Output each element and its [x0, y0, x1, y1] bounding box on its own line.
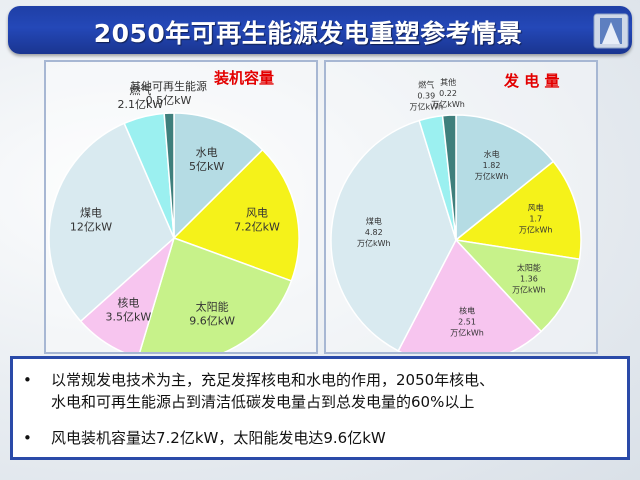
pie-chart-generation: 水电1.82万亿kWh风电1.7万亿kWh太阳能1.36万亿kWh核电2.51万…	[330, 77, 582, 352]
pie-slice-0	[173, 112, 264, 240]
pie-slice-2	[139, 237, 293, 352]
bullet-text-line: 水电和可再生能源占到清洁低碳发电量占到总发电量的60%以上	[51, 393, 475, 411]
slice-name-label: 太阳能	[196, 300, 229, 314]
slice-name-label: 太阳能	[517, 262, 541, 272]
pie-slice-0	[455, 114, 555, 242]
pie-slice-2	[453, 238, 581, 333]
slice-unit-label: 万亿kWh	[519, 224, 553, 234]
bullet-text-line: 以常规发电技术为主，充足发挥核电和水电的作用，2050年核电、	[51, 371, 495, 389]
slice-value-label: 2.1亿kW	[118, 98, 164, 111]
slice-unit-label: 万亿kWh	[512, 284, 546, 294]
slice-value-label: 5亿kW	[189, 160, 224, 173]
slice-name-label: 水电	[484, 149, 500, 159]
chart-title-capacity: 装机容量	[214, 69, 275, 87]
chart-title-generation: 发 电 量	[504, 72, 560, 90]
logo-badge-icon	[593, 13, 629, 49]
slice-value-label: 1.36	[520, 274, 538, 283]
title-bar: 2050年可再生能源发电重塑参考情景	[8, 6, 632, 54]
slice-name-label: 其他可再生能源	[130, 79, 207, 93]
slice-unit-label: 万亿kWh	[431, 99, 465, 109]
slice-name-label: 水电	[196, 146, 218, 159]
summary-box: • 以常规发电技术为主，充足发挥核电和水电的作用，2050年核电、 水电和可再生…	[10, 356, 630, 460]
pie-slice-6	[163, 112, 175, 239]
bullet-item-2: • 风电装机容量达7.2亿kW，太阳能发电达9.6亿kW	[23, 427, 623, 449]
slice-unit-label: 万亿kWh	[357, 238, 391, 248]
slice-name-label: 煤电	[80, 206, 102, 219]
slice-value-label: 12亿kW	[70, 220, 112, 233]
slice-value-label: 1.7	[529, 214, 542, 223]
pie-slice-1	[172, 148, 300, 282]
slice-name-label: 燃气	[418, 80, 434, 90]
slice-unit-label: 万亿kWh	[450, 327, 484, 337]
slice-value-label: 1.82	[483, 161, 501, 170]
slice-value-label: 4.82	[365, 228, 383, 237]
bullet-marker: •	[23, 371, 32, 389]
slice-name-label: 其他	[440, 77, 456, 87]
slice-value-label: 0.5亿kW	[146, 94, 192, 107]
bullet-text-line: 风电装机容量达7.2亿kW，太阳能发电达9.6亿kW	[51, 429, 386, 447]
pie-slice-1	[454, 160, 582, 261]
slice-value-label: 0.39	[417, 92, 435, 101]
bullet-marker: •	[23, 429, 32, 447]
slice-value-label: 0.22	[439, 89, 457, 98]
slice-name-label: 核电	[117, 295, 139, 309]
chart-panel-generation: 发 电 量 水电 1.82 万亿kWh 风电 1.7 万亿kWh 太阳能 1.36 万亿kWh 核…	[324, 60, 598, 354]
slice-name-label: 燃气	[129, 83, 151, 97]
bullet-item-1: • 以常规发电技术为主，充足发挥核电和水电的作用，2050年核电、 水电和可再生…	[23, 369, 623, 413]
slice-unit-label: 万亿kWh	[409, 102, 443, 112]
pie-slice-3	[397, 238, 543, 352]
slice-name-label: 风电	[528, 202, 544, 212]
slice-value-label: 2.51	[458, 317, 476, 326]
pie-slice-6	[441, 114, 457, 241]
slice-value-label: 7.2亿kW	[234, 220, 280, 233]
slide-title: 2050年可再生能源发电重塑参考情景	[93, 19, 523, 48]
slice-unit-label: 万亿kWh	[475, 171, 509, 181]
pie-slice-4	[330, 119, 457, 352]
pie-slice-4	[48, 122, 175, 323]
slice-value-label: 3.5亿kW	[105, 310, 151, 323]
slice-value-label: 9.6亿kW	[189, 315, 235, 328]
chart-panel-capacity: 装机容量 水电 5亿kW 风电 7.2亿kW 太阳能 9.6亿kW 核电 3.5亿kW 煤电 12…	[44, 60, 318, 354]
slice-name-label: 风电	[246, 206, 268, 219]
slice-name-label: 核电	[459, 305, 475, 315]
slice-name-label: 煤电	[366, 216, 382, 226]
